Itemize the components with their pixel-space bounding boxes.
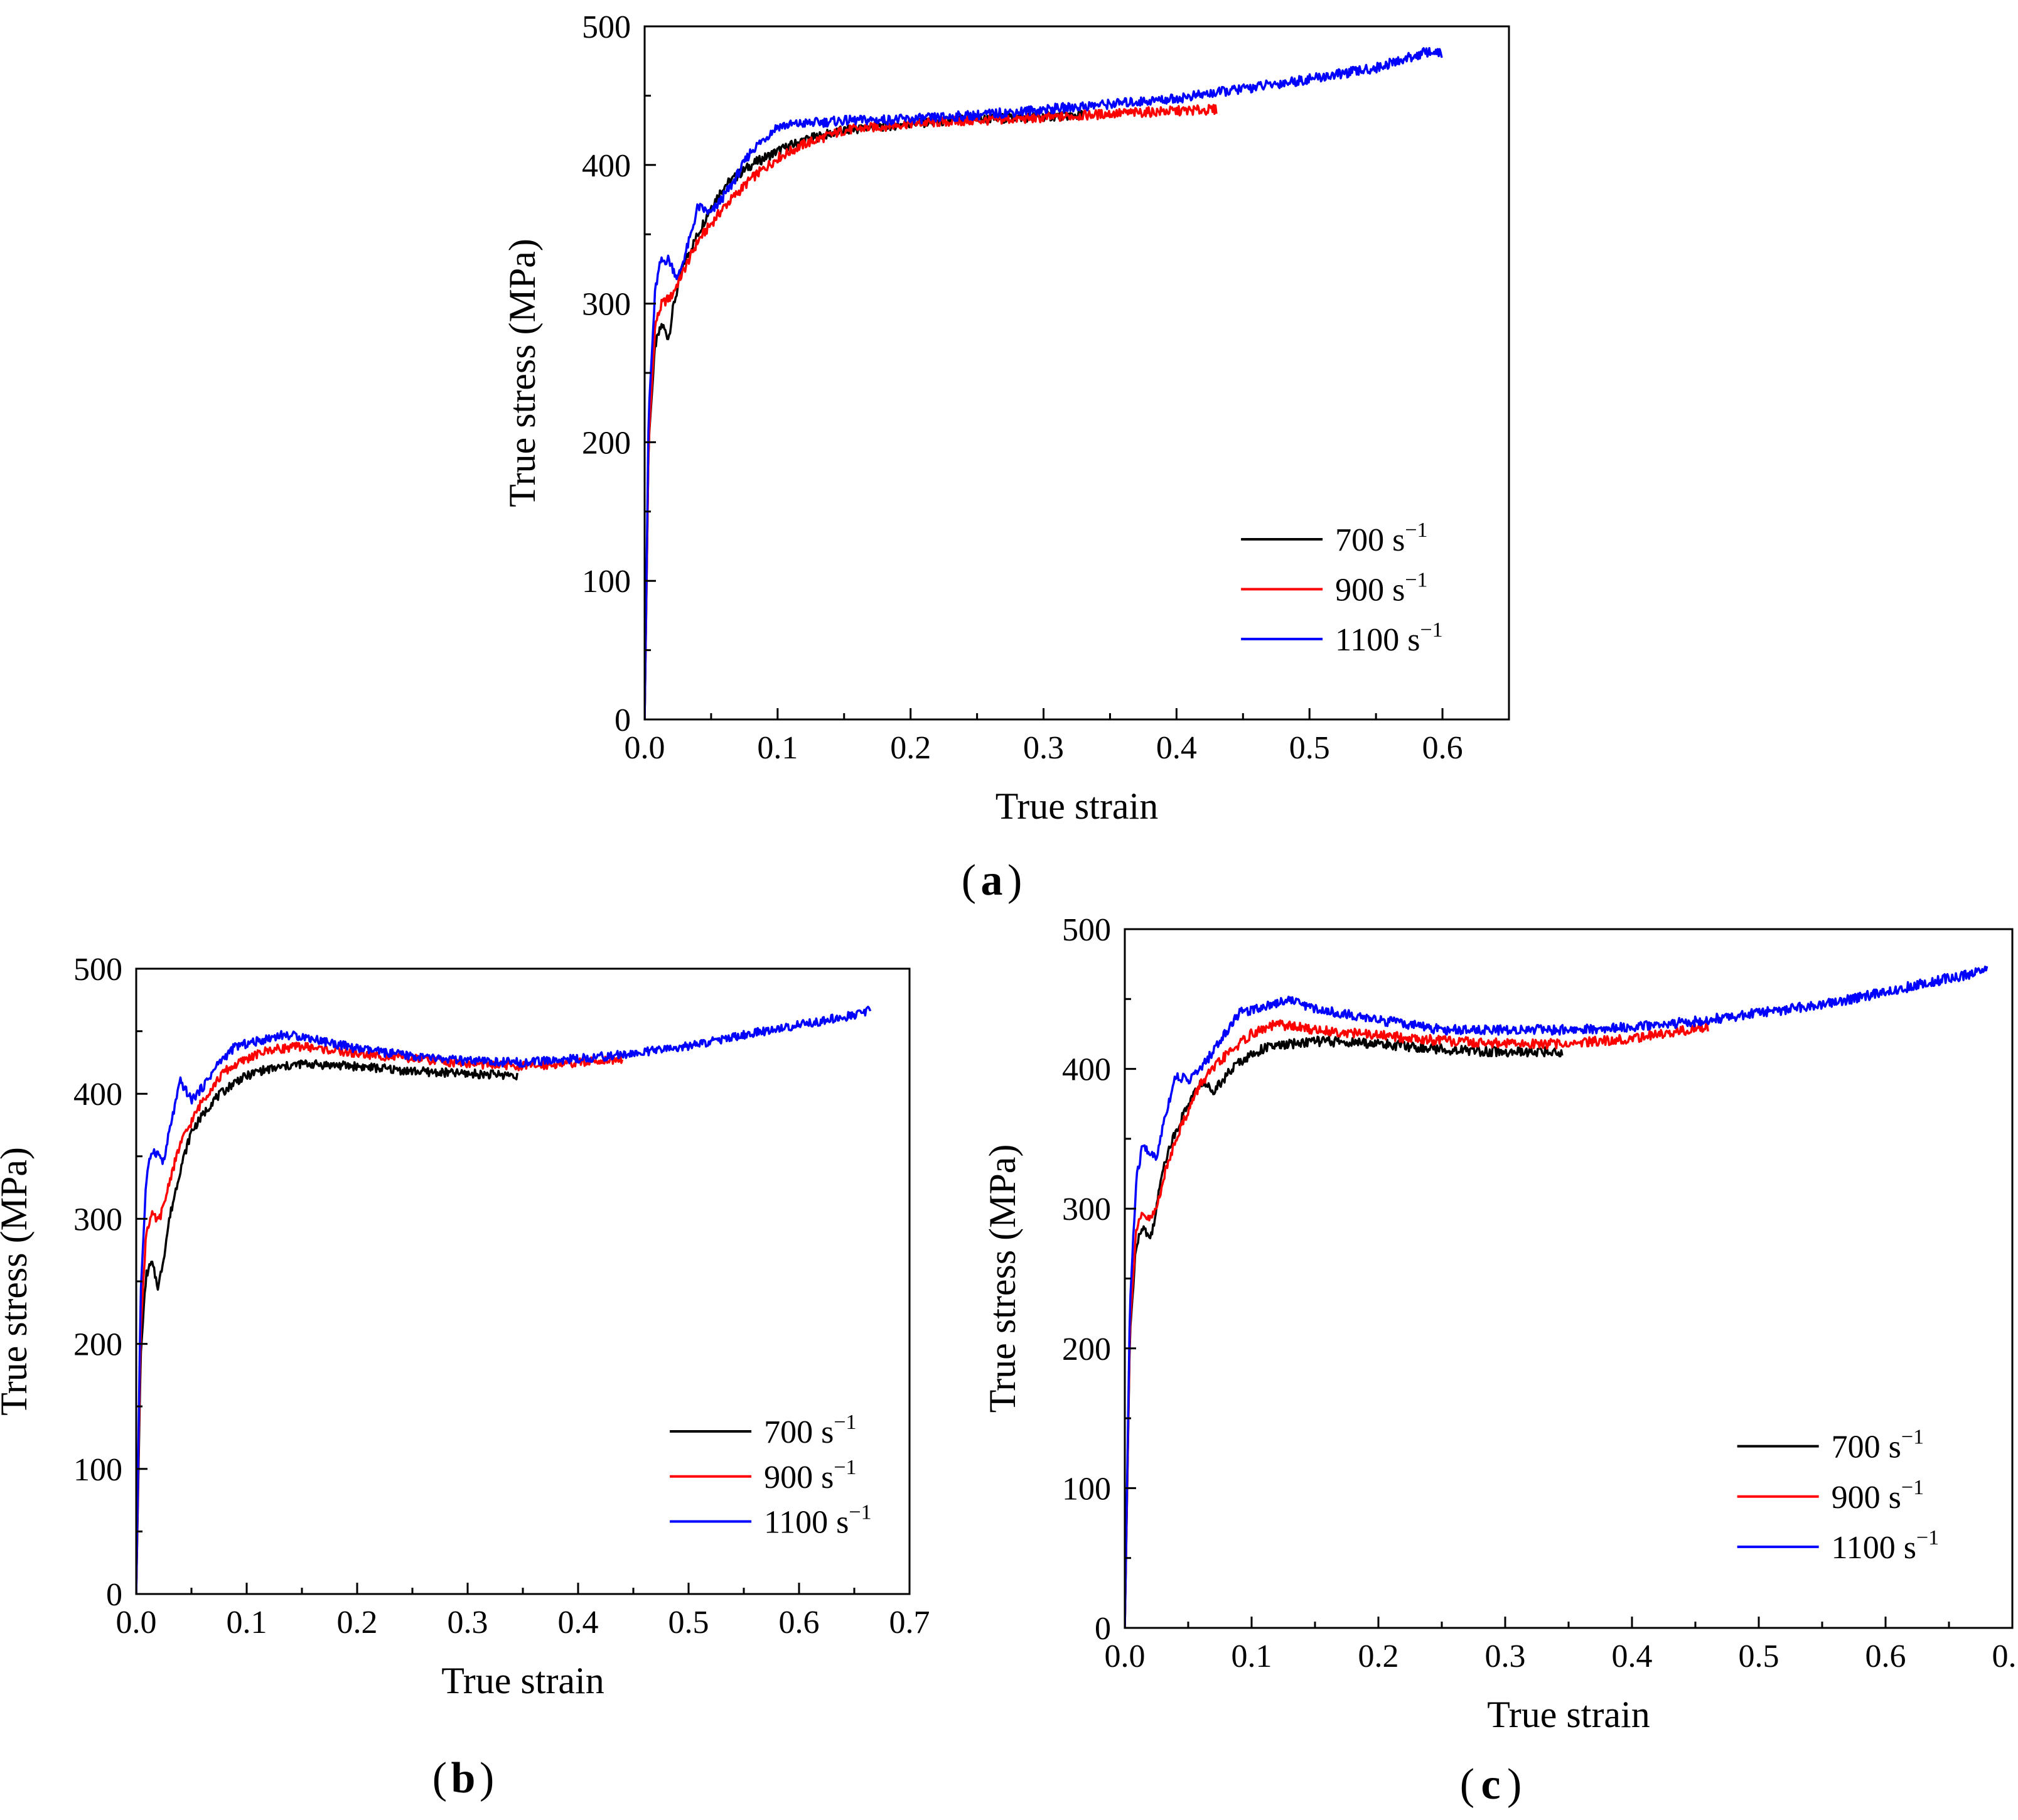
x-tick-label-a: 0.2	[890, 730, 931, 766]
y-tick-label-c: 300	[1062, 1192, 1111, 1227]
panel-a-caption-close: )	[1007, 856, 1022, 905]
panel-c-caption: c	[1481, 1760, 1500, 1809]
x-tick-label-b: 0.4	[558, 1605, 599, 1640]
series-line-c-2	[1125, 966, 1988, 1628]
legend-sup-b: −1	[849, 1500, 871, 1524]
y-tick-label-b: 0	[106, 1577, 122, 1613]
y-tick-label-a: 300	[582, 287, 631, 323]
y-tick-label-a: 400	[582, 148, 631, 184]
panel-a-caption-open: (	[962, 856, 976, 905]
x-tick-label-c: 0.2	[1358, 1639, 1399, 1674]
series-line-c-1	[1125, 1019, 1709, 1628]
y-tick-label-a: 0	[615, 703, 631, 738]
panel-a-caption: a	[981, 856, 1003, 905]
legend-sup-c: −1	[1901, 1476, 1924, 1499]
series-line-b-2	[136, 1005, 872, 1594]
y-tick-label-b: 400	[73, 1077, 122, 1112]
legend-sup-c: −1	[1916, 1526, 1939, 1549]
y-tick-label-c: 200	[1062, 1332, 1111, 1367]
chart-c: 0.0 0.1 0.2 0.3 0.4 0.5 0.6 0.7 0 100 200 300 400 500…	[982, 912, 2018, 1735]
panel-c-caption-open: (	[1460, 1760, 1474, 1809]
panel-b-caption-close: )	[480, 1754, 494, 1802]
x-tick-label-b: 0.0	[116, 1605, 157, 1640]
x-tick-label-a: 0.6	[1422, 730, 1463, 766]
x-tick-label-a: 0.4	[1156, 730, 1197, 766]
x-tick-label-a: 0.5	[1289, 730, 1330, 766]
x-tick-label-b: 0.6	[779, 1605, 820, 1640]
y-tick-label-b: 200	[73, 1327, 122, 1363]
x-tick-label-b: 0.7	[889, 1605, 930, 1640]
legend-sup-a: −1	[1420, 618, 1442, 642]
x-tick-label-c: 0.6	[1865, 1639, 1906, 1674]
x-tick-label-c: 0.4	[1612, 1639, 1653, 1674]
y-tick-label-b: 500	[73, 952, 122, 988]
panel-c: 0.0 0.1 0.2 0.3 0.4 0.5 0.6 0.7 0 100 200 300 400 500…	[982, 912, 2018, 1809]
x-tick-label-b: 0.5	[668, 1605, 709, 1640]
series-line-b-1	[136, 1042, 624, 1594]
panel-b-caption-open: (	[432, 1754, 447, 1802]
legend-sup-a: −1	[1405, 568, 1427, 591]
x-axis-title-a: True strain	[996, 785, 1158, 827]
y-tick-label-c: 500	[1062, 912, 1111, 948]
x-tick-label-b: 0.3	[448, 1605, 488, 1640]
series-line-b-0	[136, 1059, 518, 1594]
y-tick-label-a: 200	[582, 425, 631, 461]
y-tick-label-c: 400	[1062, 1052, 1111, 1088]
x-tick-label-a: 0.0	[625, 730, 665, 766]
panel-c-caption-close: )	[1507, 1760, 1522, 1809]
y-axis-title-c: True stress (MPa)	[982, 1144, 1023, 1413]
panel-b: 0.0 0.1 0.2 0.3 0.4 0.5 0.6 0.7 0 100 200 300 400 500…	[0, 952, 930, 1802]
x-tick-label-c: 0.7	[1992, 1639, 2018, 1674]
x-tick-label-a: 0.1	[757, 730, 798, 766]
y-tick-label-c: 100	[1062, 1471, 1111, 1507]
x-tick-label-c: 0.5	[1739, 1639, 1779, 1674]
legend-label-b: 700 s−1	[764, 1411, 856, 1450]
legend-sup-a: −1	[1405, 519, 1427, 542]
series-line-a-2	[645, 46, 1443, 719]
x-tick-label-c: 0.3	[1485, 1639, 1526, 1674]
x-tick-label-c: 0.0	[1105, 1639, 1146, 1674]
x-tick-label-b: 0.2	[337, 1605, 378, 1640]
y-axis-title-a: True stress (MPa)	[502, 239, 543, 507]
x-tick-label-b: 0.1	[227, 1605, 267, 1640]
series-line-a-1	[645, 104, 1218, 719]
x-tick-label-c: 0.1	[1232, 1639, 1272, 1674]
y-axis-title-b: True stress (MPa)	[0, 1147, 35, 1416]
chart-b: 0.0 0.1 0.2 0.3 0.4 0.5 0.6 0.7 0 100 200 300 400 500…	[0, 952, 930, 1701]
x-tick-label-a: 0.3	[1023, 730, 1064, 766]
legend-sup-c: −1	[1901, 1426, 1924, 1449]
y-tick-label-c: 0	[1095, 1611, 1111, 1647]
y-tick-label-a: 500	[582, 9, 631, 45]
y-tick-label-a: 100	[582, 564, 631, 600]
y-tick-label-b: 100	[73, 1452, 122, 1488]
y-tick-label-b: 300	[73, 1202, 122, 1237]
legend-sup-b: −1	[834, 1456, 856, 1479]
panel-b-caption: b	[451, 1754, 476, 1802]
x-axis-title-c: True strain	[1487, 1694, 1650, 1735]
x-axis-title-b: True strain	[441, 1660, 604, 1701]
legend-sup-b: −1	[834, 1411, 856, 1434]
